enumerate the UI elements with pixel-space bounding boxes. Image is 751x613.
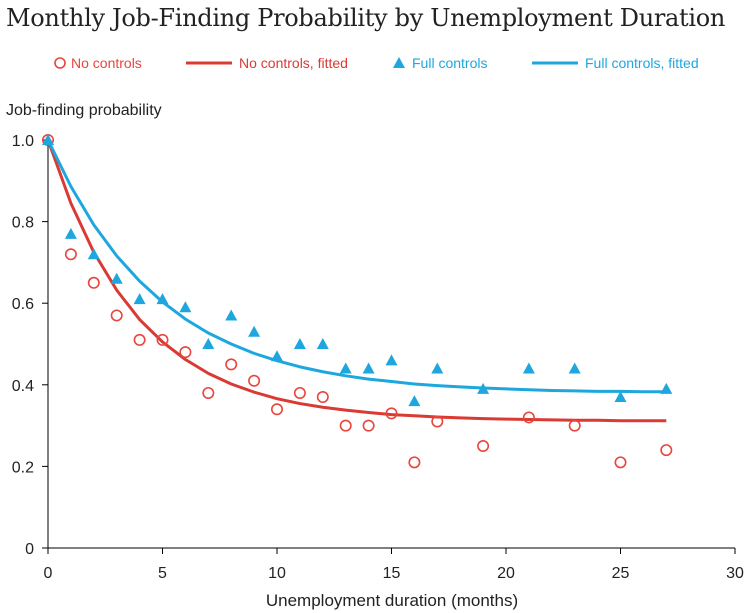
y-tick-label: 0.8 — [12, 215, 34, 232]
data-point-full-controls — [156, 293, 169, 305]
legend-label-full-controls: Full controls — [412, 55, 487, 71]
data-point-full-controls — [87, 248, 100, 260]
x-tick-label: 5 — [158, 565, 167, 582]
data-point-full-controls — [477, 382, 490, 394]
legend-label-no-controls-fitted: No controls, fitted — [239, 55, 348, 71]
data-point-full-controls — [225, 309, 238, 321]
data-point-full-controls — [271, 350, 283, 362]
data-point-full-controls — [42, 134, 54, 145]
y-tick-label: 1.0 — [12, 133, 34, 150]
data-point-full-controls — [660, 382, 673, 394]
data-point-no-controls — [202, 386, 215, 399]
x-tick-label: 10 — [268, 565, 286, 582]
y-tick-label: 0 — [25, 541, 34, 558]
data-point-no-controls — [133, 333, 146, 346]
data-point-no-controls — [362, 419, 375, 432]
plot-area — [41, 134, 673, 469]
data-point-full-controls — [568, 362, 581, 374]
data-point-full-controls — [248, 325, 261, 337]
chart-title: Monthly Job-Finding Probability by Unemp… — [6, 4, 726, 32]
data-point-full-controls — [64, 227, 77, 239]
data-point-no-controls — [522, 411, 535, 424]
data-point-no-controls — [110, 309, 123, 322]
data-point-full-controls — [431, 362, 444, 374]
data-point-no-controls — [293, 386, 306, 399]
data-point-no-controls — [87, 276, 100, 289]
series-line-no-controls-fitted — [46, 139, 667, 423]
data-point-no-controls — [385, 407, 398, 420]
legend-label-full-controls-fitted: Full controls, fitted — [585, 55, 699, 71]
x-tick-label: 15 — [383, 565, 401, 582]
data-point-full-controls — [133, 293, 146, 305]
data-point-full-controls — [614, 391, 627, 403]
legend-label-no-controls: No controls — [71, 55, 142, 71]
y-tick-label: 0.6 — [12, 296, 34, 313]
data-point-no-controls — [408, 456, 421, 469]
data-point-no-controls — [431, 415, 444, 428]
data-point-full-controls — [110, 272, 123, 284]
data-point-full-controls — [293, 338, 306, 349]
data-point-no-controls — [568, 419, 581, 432]
data-point-full-controls — [179, 301, 192, 313]
data-point-no-controls — [316, 391, 329, 404]
y-axis-label: Job-finding probability — [6, 102, 162, 119]
data-point-full-controls — [408, 395, 421, 407]
data-point-full-controls — [339, 362, 352, 374]
series-line-full-controls-fitted — [46, 139, 667, 394]
x-tick-label: 0 — [44, 565, 53, 582]
data-point-full-controls — [362, 362, 375, 374]
data-point-no-controls — [156, 333, 169, 346]
y-tick-label: 0.4 — [12, 378, 34, 395]
data-point-no-controls — [179, 346, 192, 359]
legend-marker-no-controls — [54, 57, 66, 69]
x-tick-label: 20 — [497, 565, 515, 582]
data-point-no-controls — [248, 374, 261, 387]
y-tick-label: 0.2 — [12, 459, 34, 476]
x-tick-label: 25 — [612, 565, 630, 582]
data-point-no-controls — [614, 456, 627, 469]
data-point-no-controls — [660, 444, 673, 457]
axes: 0 5 10 15 20 25 30 0 0.2 0.4 0.6 0.8 1.0 — [12, 133, 744, 582]
legend: No controls No controls, fitted Full con… — [54, 55, 699, 71]
data-point-no-controls — [225, 358, 238, 371]
legend-marker-full-controls — [393, 57, 405, 68]
data-point-full-controls — [316, 338, 329, 349]
data-point-no-controls — [64, 248, 77, 261]
data-point-no-controls — [477, 439, 490, 452]
data-point-full-controls — [522, 362, 535, 374]
x-axis-label: Unemployment duration (months) — [266, 591, 518, 610]
x-tick-label: 30 — [726, 565, 744, 582]
data-point-no-controls — [270, 403, 283, 416]
data-point-no-controls — [339, 419, 352, 432]
data-point-full-controls — [202, 338, 215, 349]
data-point-full-controls — [385, 354, 398, 366]
